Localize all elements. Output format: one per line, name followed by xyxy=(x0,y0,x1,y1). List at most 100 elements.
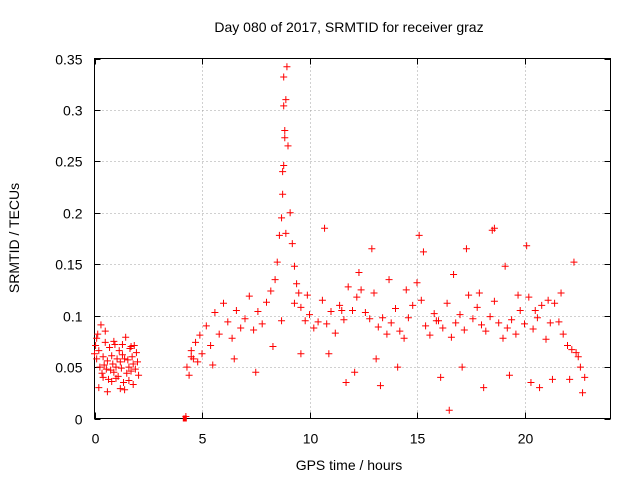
data-point xyxy=(355,268,363,276)
data-point xyxy=(185,371,193,379)
data-point xyxy=(538,301,546,309)
data-point xyxy=(116,358,124,366)
data-point xyxy=(372,355,380,363)
data-point xyxy=(202,322,210,330)
data-point xyxy=(258,320,266,328)
data-point xyxy=(182,415,187,422)
data-point xyxy=(432,317,440,325)
data-point xyxy=(283,63,291,71)
data-point xyxy=(318,296,326,304)
data-point xyxy=(349,307,356,314)
y-tick-label: 0.1 xyxy=(63,309,83,325)
data-point xyxy=(129,381,137,389)
data-point xyxy=(475,289,483,297)
data-point xyxy=(417,296,425,304)
data-point xyxy=(306,311,313,319)
data-point xyxy=(94,330,102,338)
data-point xyxy=(536,384,544,392)
data-point xyxy=(109,360,117,368)
data-point xyxy=(327,308,335,316)
data-point xyxy=(275,231,283,239)
data-point xyxy=(101,327,109,335)
data-point xyxy=(338,307,346,314)
data-point xyxy=(368,245,376,253)
data-point xyxy=(241,315,249,323)
plot-frame xyxy=(94,58,611,419)
data-point xyxy=(103,388,111,396)
data-point xyxy=(533,314,541,322)
data-point xyxy=(103,357,111,365)
data-point xyxy=(297,350,305,358)
data-point xyxy=(351,368,359,376)
data-point xyxy=(281,134,289,142)
data-point xyxy=(228,334,236,342)
data-point xyxy=(486,313,494,321)
grid-lines xyxy=(94,58,611,419)
data-point xyxy=(402,286,410,294)
data-point xyxy=(297,303,305,311)
data-point xyxy=(280,73,288,81)
data-point xyxy=(282,96,290,104)
data-point xyxy=(116,385,124,393)
data-point xyxy=(529,325,537,333)
data-point xyxy=(525,293,533,301)
data-point xyxy=(546,319,554,327)
data-point xyxy=(278,214,286,222)
x-tick-label: 0 xyxy=(92,431,100,447)
data-point xyxy=(127,367,135,375)
data-point xyxy=(376,382,384,390)
x-axis-label: GPS time / hours xyxy=(296,457,403,473)
data-point xyxy=(439,324,447,332)
data-point xyxy=(574,353,582,361)
data-point xyxy=(505,371,513,379)
data-point xyxy=(572,349,580,357)
data-point xyxy=(108,352,116,360)
data-point xyxy=(282,229,290,237)
y-tick-label: 0.3 xyxy=(63,103,83,119)
data-point xyxy=(579,389,587,397)
data-point xyxy=(182,412,190,420)
data-point xyxy=(531,307,539,314)
data-point xyxy=(194,358,202,366)
data-point xyxy=(95,347,103,355)
data-point xyxy=(121,355,129,363)
data-point xyxy=(323,320,331,328)
data-point xyxy=(111,340,119,348)
data-point xyxy=(303,291,311,299)
data-point xyxy=(473,303,481,311)
data-point xyxy=(521,320,528,328)
y-axis: 0 0.05 0.1 0.15 0.2 0.25 0.3 0.35 xyxy=(55,52,611,428)
chart-title: Day 080 of 2017, SRMTID for receiver gra… xyxy=(214,19,483,35)
data-point xyxy=(108,377,116,385)
data-point xyxy=(183,363,191,371)
data-point xyxy=(409,301,417,309)
data-point xyxy=(269,343,277,350)
data-point xyxy=(295,289,303,297)
data-point xyxy=(187,353,195,361)
data-point xyxy=(134,358,141,366)
data-point xyxy=(130,341,138,349)
data-point xyxy=(237,324,245,332)
x-tick-label: 20 xyxy=(518,431,534,447)
data-point xyxy=(310,324,318,332)
data-point xyxy=(392,304,399,312)
data-point xyxy=(387,319,395,327)
data-point xyxy=(523,242,531,250)
data-point xyxy=(568,346,576,354)
data-point xyxy=(331,329,339,337)
data-point xyxy=(120,379,128,386)
data-point xyxy=(374,323,382,331)
data-point xyxy=(250,326,258,334)
data-point xyxy=(437,373,445,381)
y-tick-label: 0.05 xyxy=(55,360,82,376)
data-point xyxy=(396,327,404,335)
data-point xyxy=(118,351,126,359)
data-point xyxy=(465,291,473,299)
y-tick-label: 0.25 xyxy=(55,154,82,170)
data-point xyxy=(254,308,262,316)
data-point xyxy=(125,376,133,384)
data-point xyxy=(353,293,361,301)
data-point xyxy=(99,373,107,381)
data-point xyxy=(551,299,559,307)
